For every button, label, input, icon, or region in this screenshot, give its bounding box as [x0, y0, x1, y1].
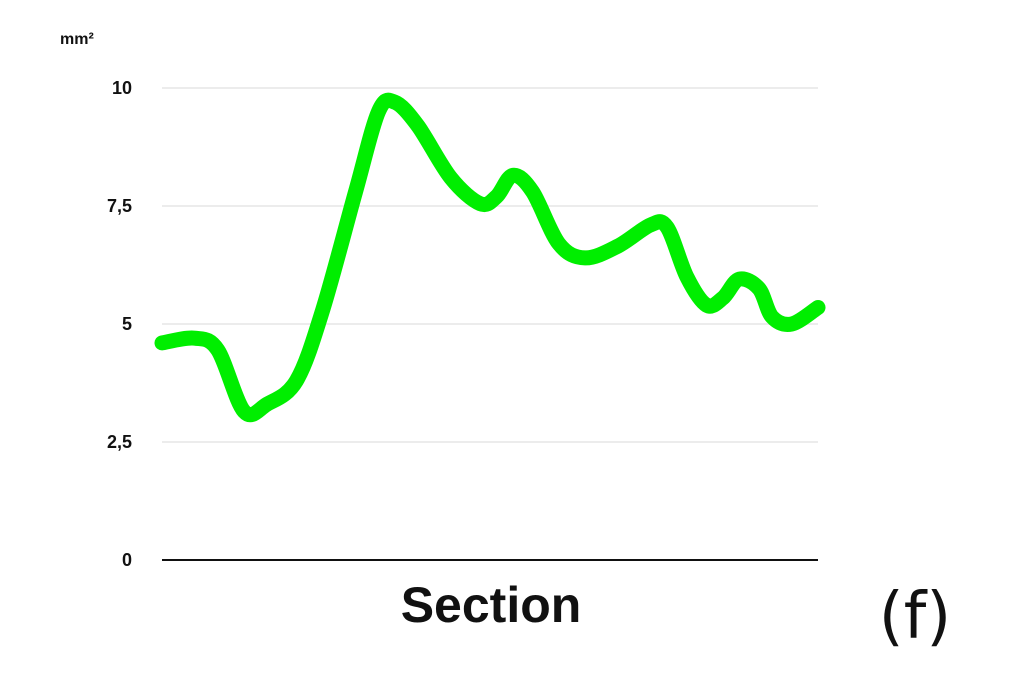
- y-tick-label: 10: [112, 78, 132, 98]
- y-unit-label: mm²: [60, 31, 94, 48]
- y-tick-label: 0: [122, 550, 132, 570]
- y-tick-labels: 0 2,5 5 7,5 10: [107, 78, 132, 570]
- series-line: [154, 92, 826, 423]
- series-group: [154, 92, 826, 423]
- panel-label: (f): [879, 580, 951, 654]
- y-tick-label: 7,5: [107, 196, 132, 216]
- x-axis-label: Section: [401, 577, 582, 633]
- gridlines: [162, 87, 818, 443]
- y-tick-label: 2,5: [107, 432, 132, 452]
- y-tick-label: 5: [122, 314, 132, 334]
